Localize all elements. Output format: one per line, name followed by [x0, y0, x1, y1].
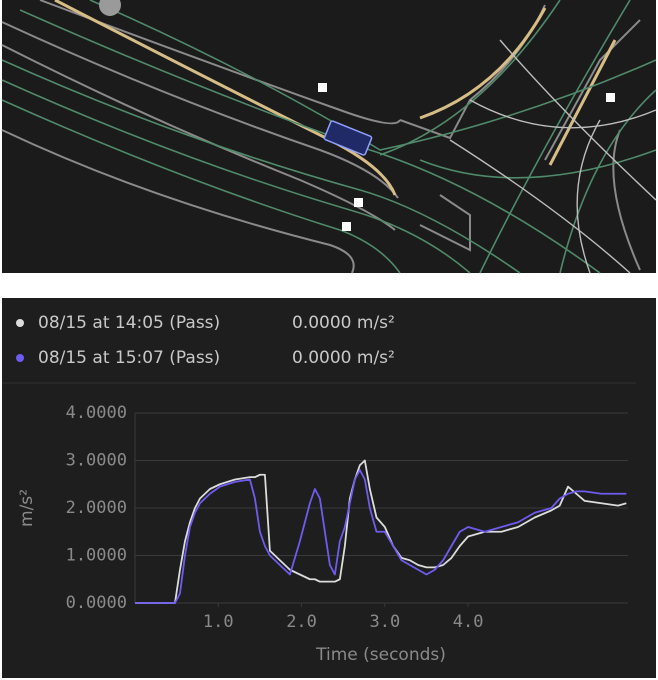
- center-line: [419, 7, 547, 120]
- vehicle: [323, 120, 373, 156]
- road-edge: [39, 0, 401, 125]
- road-edge: [544, 19, 641, 161]
- marker: [342, 222, 351, 231]
- location-pin: [99, 0, 121, 16]
- junction-curve: [469, 99, 657, 129]
- road-edge: [1, 21, 399, 199]
- x-tick-label: 2.0: [286, 612, 317, 632]
- series-line: [135, 469, 627, 604]
- junction-curve: [499, 39, 657, 201]
- chart-panel: [2, 298, 656, 678]
- lane-line: [1, 79, 471, 274]
- marker: [354, 198, 363, 207]
- junction-curve: [449, 139, 631, 274]
- junction-curve: [576, 119, 601, 274]
- lane-line: [559, 89, 657, 274]
- vehicle-body: [323, 120, 373, 156]
- center-line: [54, 0, 397, 196]
- y-tick-label: 4.0000: [66, 403, 127, 423]
- y-tick-label: 3.0000: [66, 451, 127, 471]
- marker: [606, 93, 615, 102]
- legend-readout: 0.0000 m/s²: [292, 348, 395, 368]
- lane-line: [1, 99, 401, 274]
- x-axis-title: Time (seconds): [315, 645, 446, 665]
- y-axis-title: m/s²: [17, 489, 37, 527]
- legend-label: 08/15 at 14:05 (Pass): [38, 313, 220, 333]
- junction-curves: [449, 39, 657, 274]
- x-tick-label: 4.0: [453, 612, 484, 632]
- legend-readout: 0.0000 m/s²: [292, 313, 395, 333]
- road-edge: [1, 129, 355, 274]
- lane-line: [89, 0, 657, 151]
- road-edge: [419, 194, 471, 252]
- road-edges: [1, 0, 641, 274]
- x-tick-label: 1.0: [203, 612, 234, 632]
- center-lines: [54, 0, 617, 196]
- x-tick-label: 3.0: [369, 612, 400, 632]
- lane-line: [479, 0, 631, 274]
- legend-dot: [16, 354, 24, 362]
- legend-label: 08/15 at 15:07 (Pass): [38, 348, 220, 368]
- road-edge: [612, 129, 641, 271]
- center-line: [548, 39, 617, 166]
- lane-line: [379, 0, 561, 156]
- y-tick-label: 1.0000: [66, 546, 127, 566]
- y-tick-label: 0.0000: [66, 593, 127, 613]
- road-edge: [1, 44, 396, 231]
- markers: [318, 83, 615, 231]
- y-tick-label: 2.0000: [66, 498, 127, 518]
- map-view: [1, 0, 657, 274]
- legend-dot: [16, 319, 24, 327]
- lane-line: [1, 59, 521, 274]
- marker: [318, 83, 327, 92]
